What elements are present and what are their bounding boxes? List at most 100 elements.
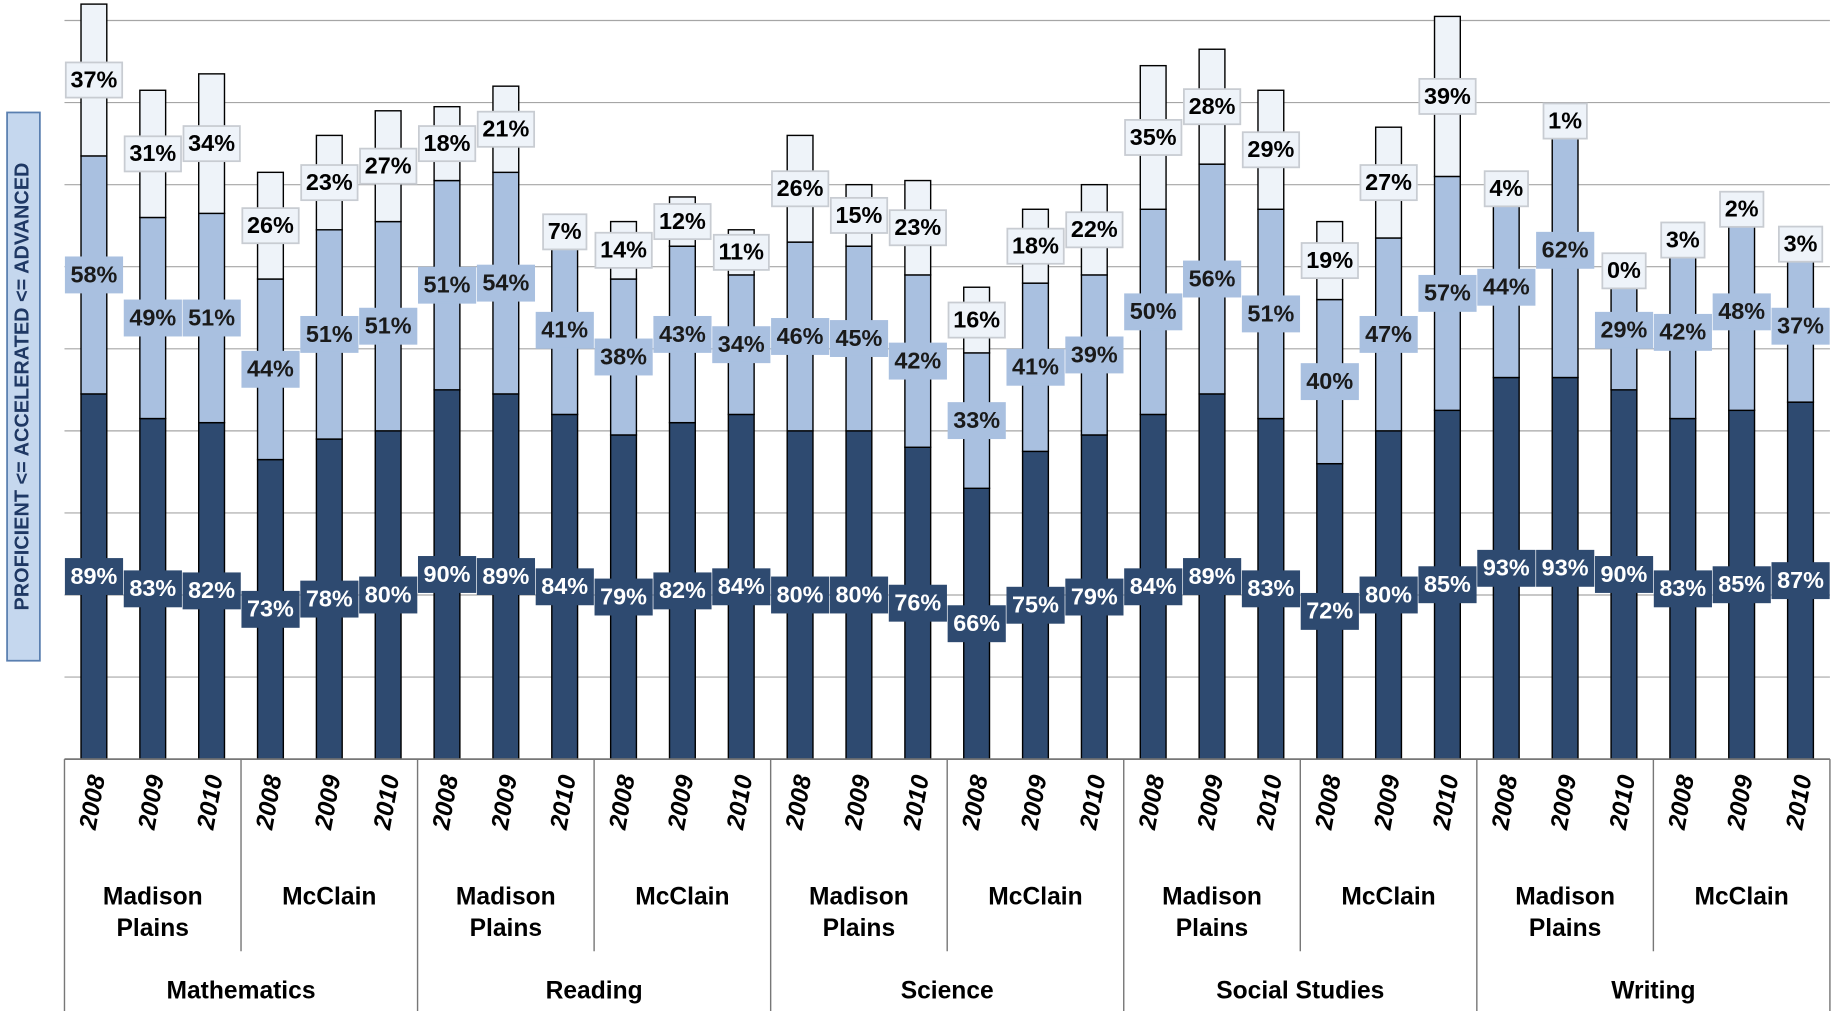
value-label-text: 44% <box>247 356 294 382</box>
value-label: 7% <box>542 213 588 251</box>
value-label: 46% <box>771 318 830 355</box>
school-label: Madison Plains <box>1162 883 1262 942</box>
value-label-text: 76% <box>894 590 941 616</box>
school-label-box: Madison Plains <box>456 883 556 942</box>
value-label-box <box>241 350 300 388</box>
value-label: 56% <box>1183 260 1242 298</box>
value-label: 37% <box>64 61 124 99</box>
value-label-text: 43% <box>659 321 706 347</box>
labels: 89% 58% 37% 83% 49% 31% 82% 51% 34% 73% 44% 26% 78% 5… <box>64 61 1830 643</box>
value-label-text: 85% <box>1424 571 1471 597</box>
school-label: Madison Plains <box>809 883 909 942</box>
value-label-text: 38% <box>600 343 647 369</box>
value-label-box <box>476 558 536 595</box>
value-label-box <box>1660 221 1706 259</box>
value-label-box <box>1712 293 1771 331</box>
value-label: 23% <box>300 164 359 202</box>
value-label-text: 41% <box>541 317 588 343</box>
value-label-box <box>1418 77 1477 115</box>
value-label-box <box>1183 260 1242 298</box>
value-label: 83% <box>1241 570 1301 608</box>
value-label-text: 78% <box>306 585 353 611</box>
value-label-box <box>653 203 712 241</box>
value-label-text: 80% <box>1365 581 1412 607</box>
value-label-box <box>476 264 536 302</box>
value-label-box <box>1183 558 1242 595</box>
value-label-text: 42% <box>894 347 941 373</box>
value-label-text: 44% <box>1483 274 1530 300</box>
value-label-box <box>64 61 124 99</box>
value-label: 89% <box>476 558 536 595</box>
x-tick-label: 2010 <box>899 773 935 833</box>
value-label-box <box>1065 336 1124 374</box>
value-label-text: 51% <box>424 272 471 298</box>
value-label-text: 3% <box>1784 231 1818 257</box>
value-label-box <box>1183 88 1242 126</box>
value-label-box <box>300 164 359 202</box>
x-tick-label: 2009 <box>1193 773 1229 833</box>
x-tick-label: 2008 <box>781 773 817 833</box>
value-label-box <box>359 147 418 185</box>
value-label: 3% <box>1778 225 1824 263</box>
value-label: 27% <box>359 147 418 185</box>
value-label-text: 47% <box>1365 321 1412 347</box>
school-label-box: McClain <box>635 883 729 910</box>
value-label-text: 35% <box>1130 124 1177 150</box>
value-label-text: 46% <box>777 323 824 349</box>
x-tick-label: 2010 <box>1428 773 1464 833</box>
x-tick-label: 2010 <box>1605 773 1641 833</box>
value-label: 51% <box>359 307 418 345</box>
value-label-box <box>1006 348 1065 386</box>
value-label-text: 90% <box>424 561 471 587</box>
value-label-box <box>1771 307 1830 345</box>
value-label: 42% <box>888 342 947 380</box>
school-label: McClain <box>988 883 1083 911</box>
value-label-box <box>1300 592 1359 630</box>
value-label-text: 39% <box>1424 83 1471 109</box>
value-label: 37% <box>1771 307 1830 345</box>
value-label-box <box>712 326 771 364</box>
value-label: 29% <box>1594 311 1654 349</box>
x-tick-label: 2009 <box>663 773 699 833</box>
value-label: 44% <box>1477 268 1536 306</box>
value-label-box <box>1477 268 1536 306</box>
value-label: 84% <box>535 568 594 606</box>
value-label-text: 57% <box>1424 280 1471 306</box>
x-tick-label: 2010 <box>369 773 405 833</box>
value-label: 42% <box>1653 313 1712 351</box>
value-label: 41% <box>1006 348 1065 386</box>
value-label: 82% <box>653 572 712 610</box>
value-label: 14% <box>594 231 653 269</box>
value-label: 23% <box>888 209 947 247</box>
value-label: 22% <box>1065 211 1124 249</box>
value-label-text: 93% <box>1542 555 1589 581</box>
value-label-box <box>888 209 947 247</box>
value-label-box <box>1065 211 1124 249</box>
value-label: 85% <box>1712 566 1771 604</box>
value-label-text: 37% <box>1777 313 1824 339</box>
value-label-text: 75% <box>1012 592 1059 618</box>
value-label: 18% <box>1006 227 1065 265</box>
value-label: 72% <box>1300 592 1359 630</box>
subject-label: Writing <box>1611 978 1695 1005</box>
value-label-box <box>712 568 771 606</box>
value-label-text: 2% <box>1725 196 1759 222</box>
value-label: 62% <box>1536 231 1595 269</box>
value-label-text: 84% <box>541 573 588 599</box>
value-label-text: 1% <box>1548 107 1582 133</box>
value-label-box <box>1006 227 1065 265</box>
value-label-box <box>653 315 712 353</box>
value-label: 18% <box>417 125 477 163</box>
school-label-box: Madison Plains <box>809 883 909 942</box>
value-label-box <box>1241 570 1301 608</box>
value-label-box <box>888 584 947 622</box>
value-label: 11% <box>712 233 770 271</box>
value-label-box <box>594 338 653 376</box>
x-tick-label: 2009 <box>1369 773 1405 833</box>
value-label-box <box>1300 363 1359 401</box>
value-label-text: 50% <box>1130 298 1177 324</box>
value-label: 34% <box>182 125 241 163</box>
value-label-text: 93% <box>1483 555 1530 581</box>
value-label: 47% <box>1359 315 1418 353</box>
